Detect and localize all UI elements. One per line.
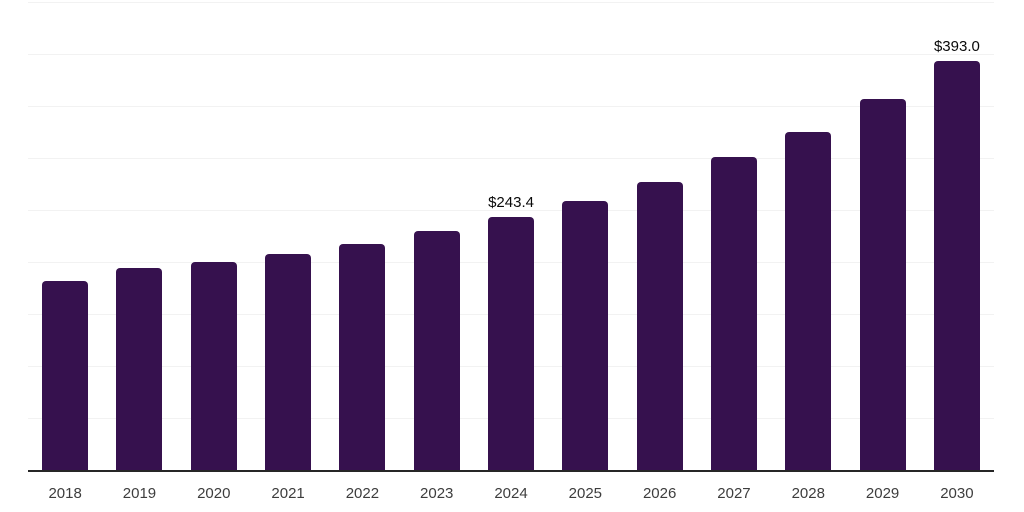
x-tick-label: 2025 <box>568 485 603 502</box>
bar-2029 <box>859 98 906 470</box>
bar-slot <box>177 262 251 470</box>
x-tick-label: 2020 <box>197 485 231 502</box>
bar-slot <box>102 268 176 470</box>
bar-slot <box>548 200 622 470</box>
bar-2030: $393.0 <box>933 38 980 470</box>
bar-slot <box>623 182 697 470</box>
bar-2018 <box>42 280 89 470</box>
x-axis: 2018 2019 2020 2021 2022 2023 2024 2025 2026 2027… <box>28 472 994 502</box>
gridline <box>28 158 994 159</box>
bar-2026 <box>636 182 683 470</box>
bar-slot <box>845 98 919 470</box>
bar-value-label: $393.0 <box>933 38 980 56</box>
bar-2028 <box>785 132 832 470</box>
bar-2020 <box>190 262 237 470</box>
x-tick-label: 2027 <box>717 485 751 502</box>
bar-2019 <box>116 268 163 470</box>
bar-slot <box>325 243 399 470</box>
bar-value-label: $243.4 <box>488 193 534 211</box>
x-tick-label: 2030 <box>940 485 974 502</box>
bar-2023 <box>413 230 460 470</box>
bar-slot <box>400 230 474 470</box>
gridline <box>28 210 994 211</box>
x-tick-label: 2029 <box>865 485 900 502</box>
x-tick-label: 2019 <box>122 485 157 502</box>
bar-2024: $243.4 <box>488 194 535 470</box>
x-tick-label: 2021 <box>271 485 305 502</box>
x-tick-label: 2018 <box>48 485 82 502</box>
bar-2022 <box>339 243 386 470</box>
bar-2025 <box>562 200 609 470</box>
x-tick-label: 2028 <box>791 485 825 502</box>
bar-slot: $243.4 <box>474 194 548 470</box>
gridline <box>28 2 994 3</box>
bar-slot <box>251 253 325 470</box>
plot-area: $243.4 $393.0 <box>28 2 994 472</box>
x-tick-label: 2024 <box>494 485 528 502</box>
bar-slot: $393.0 <box>920 38 994 470</box>
x-tick-label: 2022 <box>345 485 380 502</box>
x-tick-label: 2023 <box>420 485 454 502</box>
x-tick-label: 2026 <box>642 485 677 502</box>
bar-2027 <box>710 157 757 470</box>
bars-container: $243.4 $393.0 <box>28 2 994 470</box>
bar-slot <box>771 132 845 470</box>
gridline <box>28 106 994 107</box>
bar-slot <box>697 157 771 470</box>
gridline <box>28 54 994 55</box>
bar-slot <box>28 280 102 470</box>
bar-2021 <box>265 253 312 470</box>
